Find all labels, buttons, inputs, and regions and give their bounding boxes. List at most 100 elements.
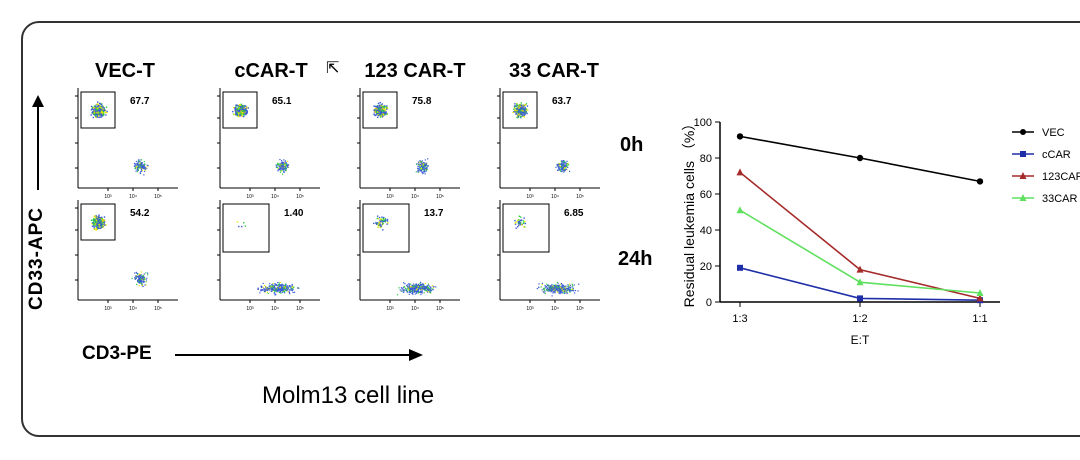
- gated-event-dot: [245, 107, 247, 110]
- cell-event-dot: [143, 160, 145, 163]
- gated-event-dot: [240, 103, 242, 106]
- cell-event-dot: [433, 287, 435, 289]
- gated-event-dot: [236, 107, 238, 109]
- cell-event-dot: [270, 285, 272, 287]
- cell-event-dot: [141, 162, 143, 164]
- gated-event-dot: [520, 107, 523, 109]
- cell-event-dot: [424, 170, 426, 172]
- cell-event-dot: [141, 169, 144, 172]
- gated-event-dot: [95, 219, 98, 221]
- cell-event-dot: [404, 283, 406, 285]
- cell-event-dot: [269, 285, 271, 287]
- cell-event-dot: [408, 291, 410, 293]
- cell-event-dot: [417, 289, 420, 291]
- cell-event-dot: [287, 289, 289, 291]
- cell-event-dot: [565, 163, 567, 165]
- cell-event-dot: [550, 285, 552, 287]
- cd33-gate: [362, 203, 410, 253]
- cell-event-dot: [564, 168, 566, 171]
- cell-event-dot: [422, 171, 424, 173]
- cell-event-dot: [286, 160, 288, 162]
- cell-event-dot: [140, 271, 143, 273]
- cell-event-dot: [278, 288, 281, 290]
- gated-event-dot: [92, 222, 94, 224]
- cell-event-dot: [141, 170, 143, 172]
- gated-event-dot: [382, 219, 384, 222]
- gated-event-dot: [379, 113, 381, 115]
- cell-event-dot: [283, 170, 285, 172]
- cell-event-dot: [144, 277, 146, 280]
- cell-event-dot: [423, 287, 425, 289]
- cell-event-dot: [401, 290, 403, 292]
- cell-event-dot: [561, 168, 563, 170]
- cell-event-dot: [260, 289, 262, 291]
- data-point-123car: [856, 265, 864, 273]
- gated-event-dot: [104, 109, 106, 111]
- cell-event-dot: [135, 165, 138, 168]
- gated-event-dot: [99, 221, 102, 224]
- gated-event-dot: [376, 108, 378, 110]
- cell-event-dot: [135, 160, 138, 163]
- cell-event-dot: [423, 292, 425, 294]
- cell-event-dot: [415, 283, 417, 285]
- cell-event-dot: [420, 167, 422, 169]
- gated-event-dot: [513, 106, 516, 109]
- cell-event-dot: [569, 290, 572, 292]
- cell-event-dot: [561, 160, 564, 162]
- gated-event-dot: [105, 114, 107, 116]
- cell-event-dot: [424, 171, 426, 173]
- cell-event-dot: [143, 281, 145, 283]
- cell-event-dot: [564, 169, 566, 171]
- cell-event-dot: [560, 168, 562, 170]
- cell-event-dot: [413, 289, 415, 291]
- cell-event-dot: [134, 277, 136, 279]
- plot-x-tick-label: 10⁴: [271, 194, 279, 200]
- cell-event-dot: [137, 279, 139, 281]
- plot-x-tick-label: 10⁵: [296, 194, 304, 200]
- cell-event-dot: [406, 285, 408, 287]
- cell-event-dot: [286, 288, 288, 290]
- cell-event-dot: [284, 283, 287, 285]
- cell-event-dot: [138, 280, 140, 282]
- cell-event-dot: [286, 285, 288, 287]
- cell-event-dot: [135, 274, 138, 277]
- cell-event-dot: [268, 289, 271, 291]
- cell-event-dot: [564, 165, 566, 167]
- cell-event-dot: [558, 287, 560, 289]
- cell-event-dot: [140, 165, 142, 167]
- cell-event-dot: [138, 275, 140, 277]
- cell-event-dot: [261, 289, 263, 291]
- cell-event-dot: [419, 160, 421, 162]
- cell-event-dot: [285, 163, 288, 165]
- cell-event-dot: [135, 271, 137, 274]
- cell-event-dot: [421, 286, 423, 288]
- cell-event-dot: [277, 162, 279, 164]
- cell-event-dot: [277, 167, 280, 170]
- gated-event-dot: [379, 106, 382, 108]
- cell-event-dot: [566, 288, 568, 290]
- gated-event-dot: [101, 111, 103, 113]
- gated-event-dot: [96, 106, 99, 108]
- cell-event-dot: [415, 163, 418, 165]
- gated-event-dot: [375, 111, 378, 114]
- gated-event-dot: [94, 106, 97, 108]
- cell-event-dot: [138, 278, 140, 281]
- gated-event-dot: [98, 221, 101, 224]
- cell-event-dot: [564, 165, 567, 167]
- cell-event-dot: [141, 276, 143, 278]
- cell-event-dot: [419, 170, 421, 172]
- cell-event-dot: [140, 280, 142, 282]
- gated-event-dot: [232, 110, 234, 113]
- cell-event-dot: [270, 288, 272, 291]
- cell-event-dot: [427, 158, 429, 160]
- cell-event-dot: [279, 281, 282, 284]
- gated-event-dot: [524, 111, 526, 113]
- plot-x-tick-label: 10³: [526, 194, 534, 200]
- cell-event-dot: [275, 283, 277, 286]
- gated-event-dot: [101, 226, 103, 229]
- cell-event-dot: [413, 285, 415, 287]
- gated-event-dot: [524, 222, 526, 225]
- cell-event-dot: [424, 289, 427, 291]
- cell-event-dot: [143, 273, 145, 275]
